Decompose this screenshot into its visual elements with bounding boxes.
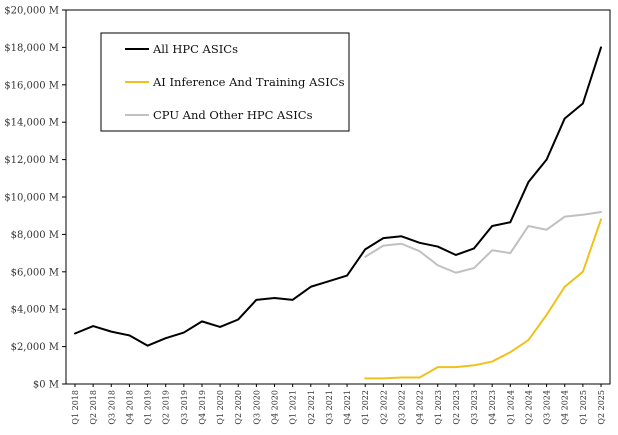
y-tick-label: $16,000 M	[4, 80, 59, 91]
x-tick-label: Q3 2023	[470, 390, 479, 425]
series-line-1	[364, 218, 602, 380]
x-tick-label: Q3 2022	[397, 390, 406, 425]
y-tick-label: $20,000 M	[4, 6, 59, 17]
y-tick-label: $0 M	[33, 380, 59, 391]
x-tick-label: Q2 2025	[597, 390, 606, 425]
y-tick-label: $2,000 M	[11, 342, 59, 353]
x-tick-label: Q3 2019	[180, 390, 189, 425]
x-tick-label: Q2 2023	[452, 390, 461, 425]
x-tick-label: Q2 2021	[307, 390, 316, 425]
y-tick-label: $4,000 M	[11, 305, 59, 316]
y-axis: $0 M $2,000 M $4,000 M $6,000 M $8,000 M $10,…	[4, 6, 66, 391]
x-tick-label: Q4 2022	[416, 390, 425, 425]
y-tick-label: $18,000 M	[4, 43, 59, 54]
y-tick-label: $6,000 M	[11, 267, 59, 278]
x-tick-label: Q1 2022	[361, 390, 370, 425]
x-tick-label: Q2 2020	[234, 390, 243, 425]
x-tick-label: Q1 2020	[216, 390, 225, 425]
x-tick-label: Q4 2018	[125, 390, 134, 425]
x-tick-label: Q3 2020	[252, 390, 261, 425]
x-tick-label: Q1 2025	[579, 390, 588, 425]
x-tick-label: Q2 2024	[524, 390, 533, 425]
y-tick-label: $12,000 M	[4, 155, 59, 166]
x-tick-label: Q1 2023	[434, 390, 443, 425]
series-line-0	[74, 46, 602, 347]
x-axis: Q1 2018 Q2 2018 Q3 2018 Q4 2018 Q1 2019 Q2 20…	[71, 384, 606, 425]
x-tick-label: Q1 2019	[144, 390, 153, 425]
x-tick-label: Q4 2019	[198, 390, 207, 425]
legend: All HPC ASICs AI Inference And Training A…	[100, 32, 350, 132]
x-tick-label: Q3 2018	[107, 390, 116, 425]
legend-label-2: CPU And Other HPC ASICs	[153, 108, 313, 122]
x-tick-label: Q3 2021	[325, 390, 334, 425]
x-tick-label: Q2 2022	[379, 390, 388, 425]
series-layer	[74, 46, 602, 380]
series-line-2	[364, 210, 602, 274]
x-tick-label: Q3 2024	[543, 390, 552, 425]
x-tick-label: Q2 2018	[89, 390, 98, 425]
x-tick-label: Q4 2023	[488, 390, 497, 425]
x-tick-label: Q4 2021	[343, 390, 352, 425]
legend-label-0: All HPC ASICs	[152, 42, 238, 56]
y-tick-label: $14,000 M	[4, 118, 59, 129]
x-tick-label: Q1 2021	[289, 390, 298, 425]
x-tick-label: Q4 2020	[271, 390, 280, 425]
legend-label-1: AI Inference And Training ASICs	[152, 75, 345, 89]
y-tick-label: $10,000 M	[4, 193, 59, 204]
x-tick-label: Q2 2019	[162, 390, 171, 425]
y-tick-label: $8,000 M	[11, 230, 59, 241]
x-tick-label: Q1 2024	[506, 390, 515, 425]
x-tick-label: Q1 2018	[71, 390, 80, 425]
x-tick-label: Q4 2024	[561, 390, 570, 425]
